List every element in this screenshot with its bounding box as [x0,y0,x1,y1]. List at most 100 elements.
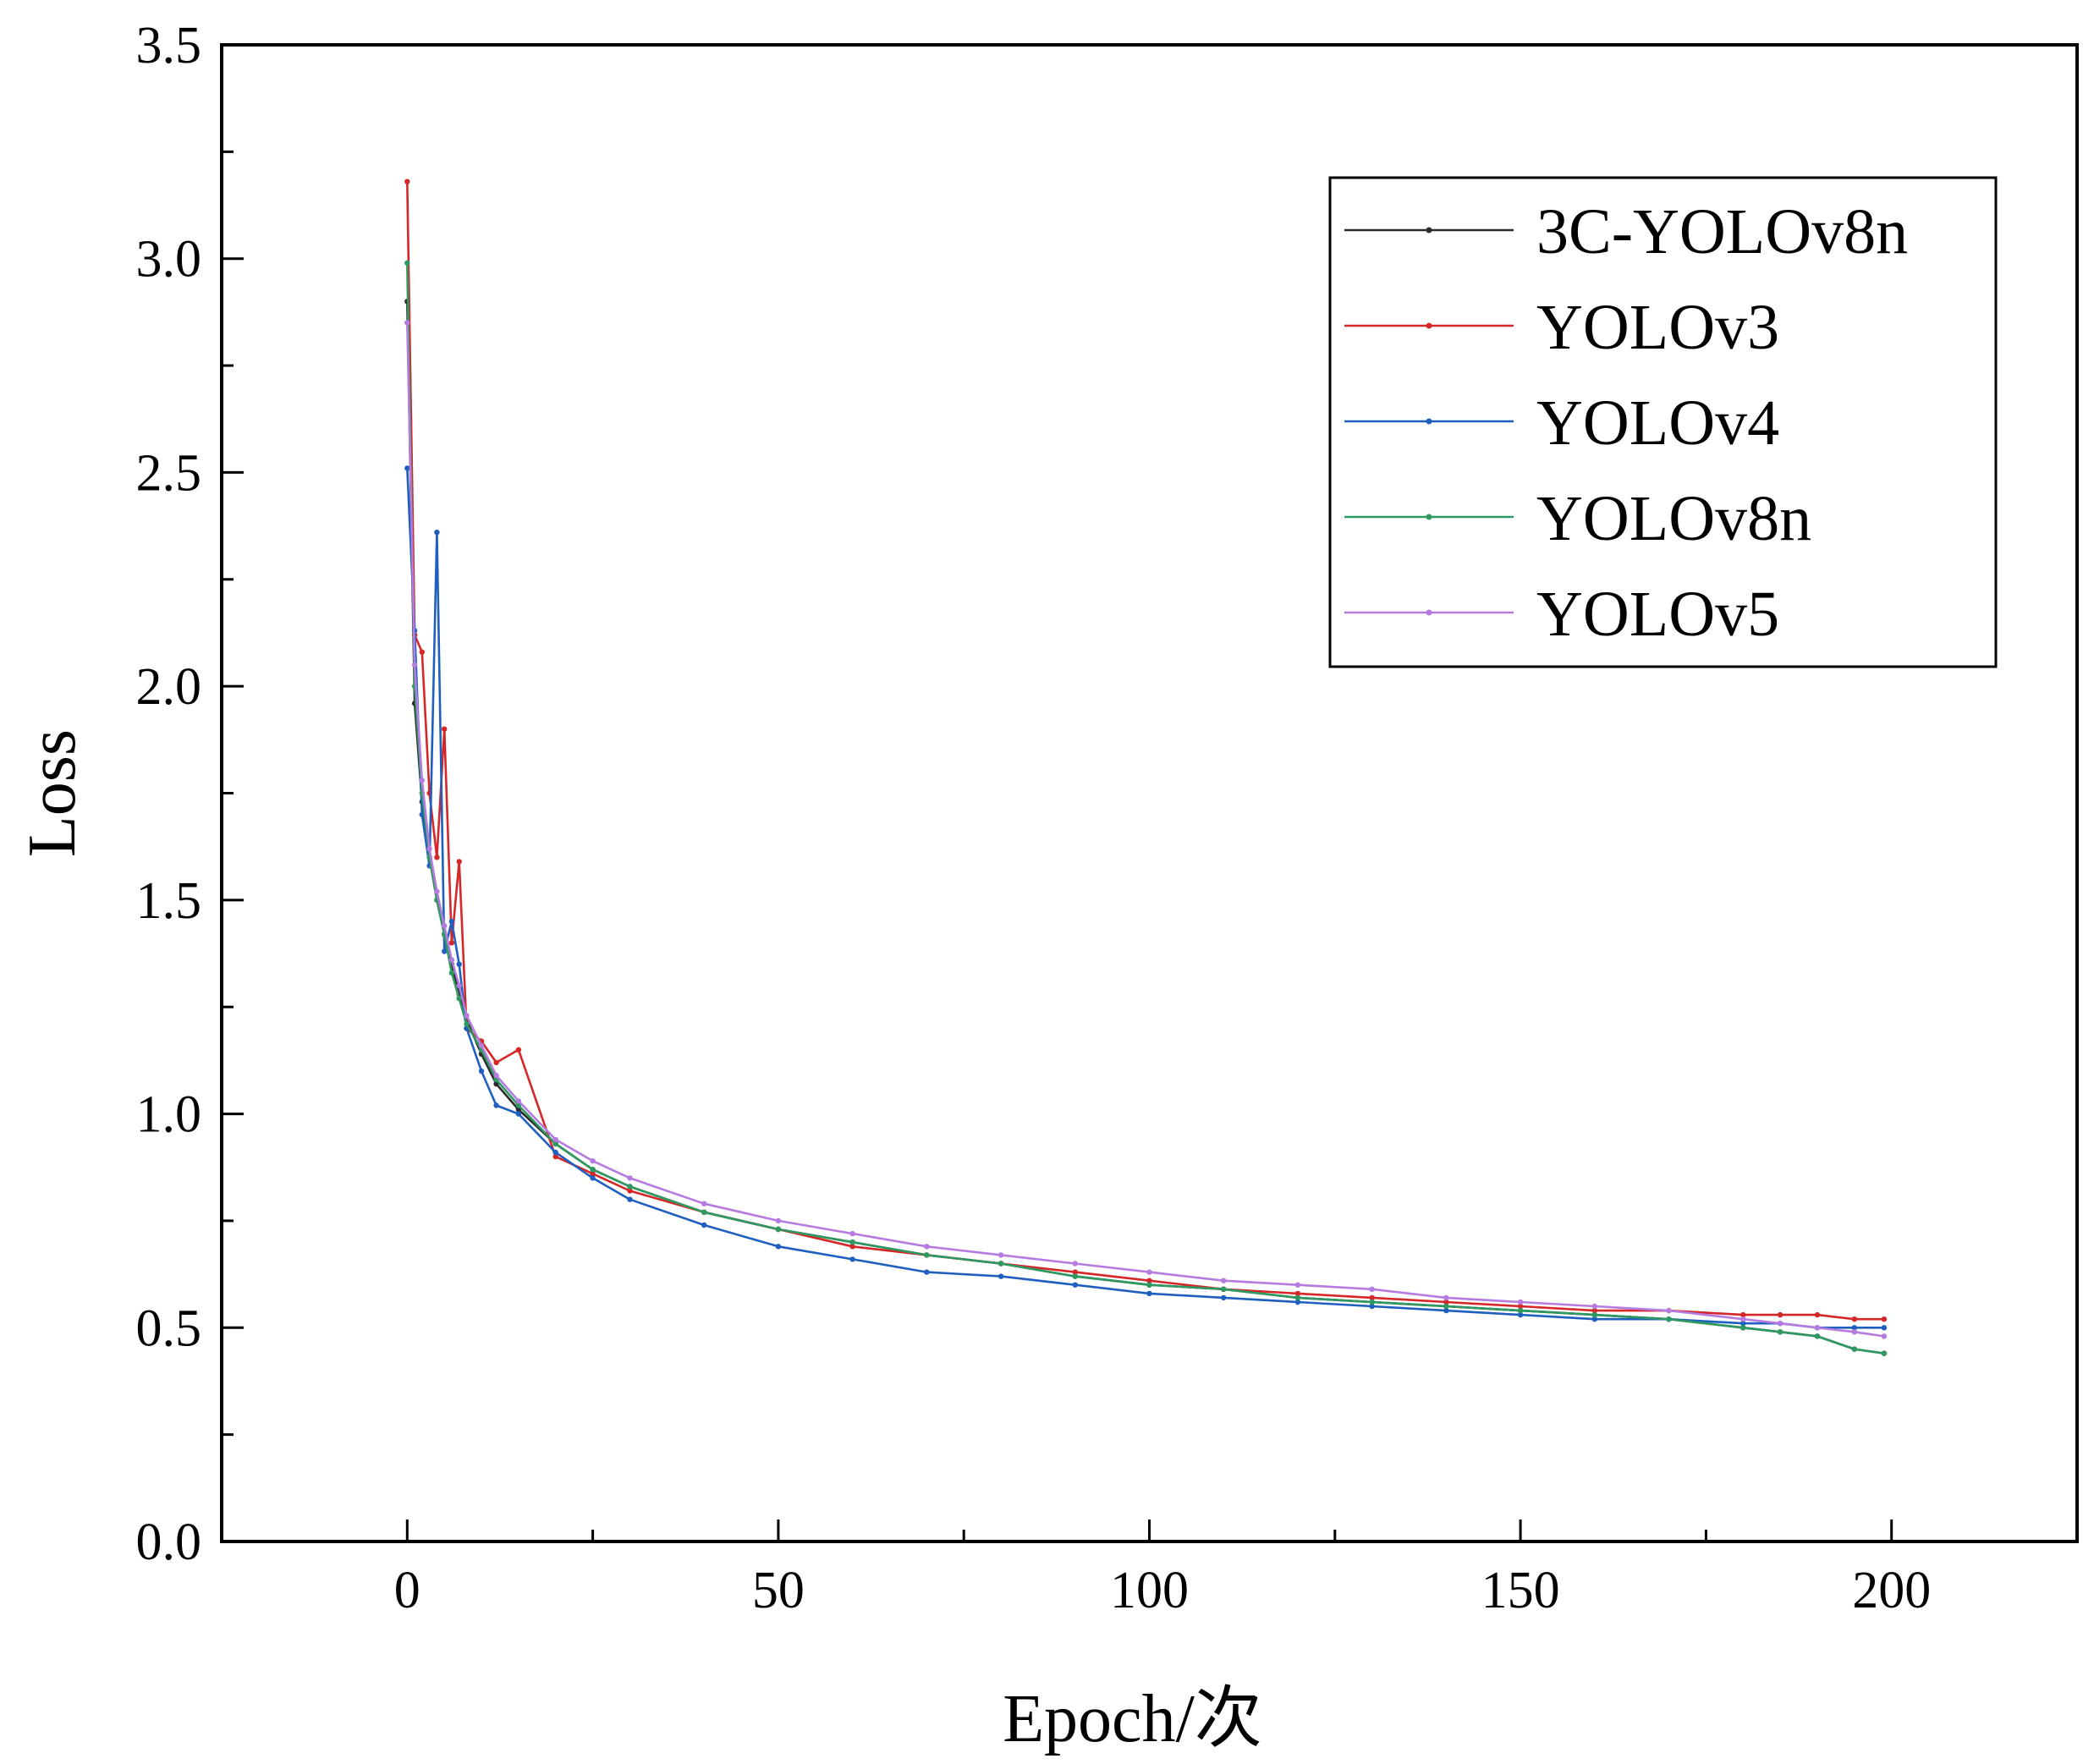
data-point-yolov3 [1443,1299,1449,1305]
data-point-yolov5 [1881,1333,1888,1339]
data-point-yolov4 [552,1149,558,1156]
data-point-yolov5 [404,320,410,326]
data-point-yolov5 [1814,1325,1821,1331]
data-point-yolov8n [1369,1299,1375,1305]
data-point-yolov5 [1666,1307,1672,1314]
data-point-yolov8n [1881,1350,1888,1356]
series-yolov8n [404,260,1888,1356]
data-point-yolov8n [464,1021,470,1027]
legend-label-yolov4: YOLOv4 [1536,387,1779,459]
data-point-yolov3 [419,649,425,655]
data-point-yolov4 [1294,1299,1301,1305]
data-point-yolov3 [627,1188,633,1194]
data-point-yolov5 [493,1072,499,1079]
data-point-yolov4 [924,1269,930,1275]
y-tick-label: 1.0 [136,1086,202,1144]
data-point-yolov5 [1369,1286,1375,1293]
x-tick-label: 0 [394,1562,420,1619]
y-tick-label: 2.5 [136,444,202,502]
legend-item-yolov5: YOLOv5 [1344,579,1779,650]
data-point-yolov8n [1777,1329,1783,1335]
data-point-yolov5 [775,1217,782,1224]
data-point-yolov5 [924,1244,930,1250]
data-point-yolov4 [998,1273,1004,1279]
data-point-yolov5 [590,1158,596,1164]
y-tick-label: 2.0 [136,658,202,716]
data-point-yolov8n [404,260,410,266]
data-point-yolov3 [434,855,440,860]
data-point-yolov4 [448,918,455,925]
data-point-yolov3 [1591,1307,1598,1314]
legend-item-yolov4: YOLOv4 [1344,387,1779,459]
data-point-yolov4 [1851,1325,1857,1331]
data-point-yolov8n [1517,1307,1524,1314]
data-point-yolov5 [1443,1294,1449,1301]
data-point-yolov4 [1740,1321,1746,1327]
data-point-yolov3 [448,940,455,946]
data-point-yolov4 [434,530,440,536]
data-point-yolov3 [493,1059,499,1066]
legend-marker-3c-yolov8n [1426,227,1432,234]
data-point-yolov5 [1777,1321,1783,1327]
data-point-yolov5 [411,662,418,668]
data-point-yolov8n [1146,1282,1152,1288]
data-point-yolov3 [1851,1316,1857,1322]
series-line-yolov5 [406,322,1885,1338]
data-point-yolov5 [627,1175,633,1181]
data-point-yolov8n [1221,1286,1227,1293]
data-point-yolov5 [515,1098,522,1104]
data-point-yolov3 [442,726,448,732]
legend: 3C-YOLOv8n YOLOv3 YOLOv4 YOLOv8n YOLOv5 [1328,176,1998,668]
data-point-yolov3 [456,859,462,865]
data-point-yolov5 [456,982,462,989]
legend-marker-yolov8n [1426,514,1432,520]
y-tick-label: 1.5 [136,872,202,930]
data-point-yolov4 [1146,1290,1152,1297]
data-point-yolov8n [1072,1273,1079,1279]
data-point-yolov8n [456,995,462,1002]
x-tick-label: 50 [752,1562,805,1619]
legend-marker-yolov5 [1426,609,1432,616]
data-point-yolov4 [404,465,410,471]
data-point-yolov8n [1294,1294,1301,1301]
data-point-yolov4 [1881,1325,1888,1331]
data-point-yolov4 [493,1102,499,1108]
y-tick-label: 0.0 [136,1514,202,1571]
data-point-yolov3 [849,1244,855,1250]
data-point-yolov8n [998,1261,1004,1267]
data-point-yolov5 [1221,1278,1227,1283]
data-point-yolov8n [448,970,455,976]
x-tick-label: 100 [1110,1562,1189,1619]
data-point-yolov8n [552,1140,558,1147]
data-point-yolov4 [627,1196,633,1202]
data-point-yolov5 [464,1013,470,1019]
legend-label-yolov5: YOLOv5 [1536,579,1779,650]
data-point-yolov8n [590,1167,596,1173]
y-tick-label: 0.5 [136,1300,202,1357]
data-point-yolov5 [478,1042,485,1048]
data-point-yolov8n [1666,1316,1672,1322]
data-point-yolov3 [1814,1311,1821,1318]
data-point-yolov5 [434,888,440,894]
data-point-yolov4 [1369,1303,1375,1310]
series-yolov4 [404,465,1888,1331]
data-point-yolov5 [1072,1261,1079,1267]
data-point-yolov8n [1591,1311,1598,1318]
y-axis-title: Loss [15,729,90,857]
data-point-yolov4 [701,1222,707,1228]
legend-item-yolov8n: YOLOv8n [1344,483,1811,554]
data-point-yolov4 [1517,1311,1524,1318]
data-point-yolov3 [590,1171,596,1177]
data-point-yolov3 [1777,1311,1783,1318]
x-axis-title: Epoch/次 [1003,1682,1262,1756]
data-point-yolov3 [515,1047,522,1053]
legend-marker-yolov4 [1426,418,1432,425]
data-point-yolov3 [1072,1269,1079,1275]
data-point-yolov3 [1369,1294,1375,1301]
data-point-yolov4 [849,1256,855,1262]
data-point-yolov8n [849,1239,855,1245]
data-point-yolov4 [590,1175,596,1181]
data-point-yolov5 [1851,1329,1857,1335]
data-point-yolov8n [924,1252,930,1258]
